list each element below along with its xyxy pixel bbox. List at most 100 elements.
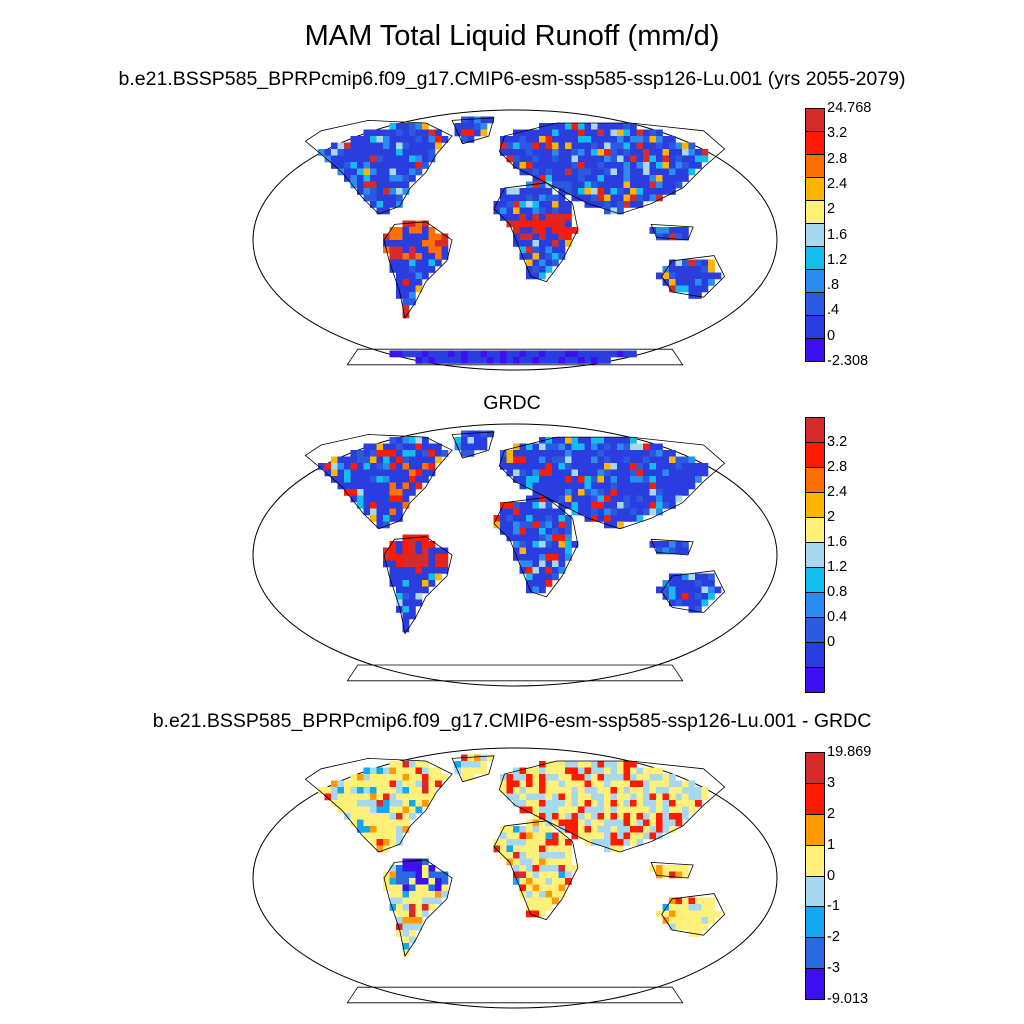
grid-cell [324,793,332,801]
grid-cell [669,482,676,490]
grid-cell [571,761,579,768]
grid-cell [415,240,423,247]
grid-cell [383,181,390,189]
grid-cell [539,515,546,522]
grid-cell [552,259,559,267]
grid-cell [532,508,540,516]
grid-cell [532,502,540,509]
grid-cell [506,780,514,788]
grid-cell [383,463,390,470]
grid-cell [409,476,416,483]
grid-cell [649,162,657,169]
grid-cell [363,155,371,163]
grid-cell [571,826,579,833]
grid-cell [350,136,358,143]
grid-cell [467,437,475,444]
grid-cell [539,469,546,477]
grid-cell [428,774,436,781]
grid-cell [357,188,364,195]
grid-cell [513,149,520,156]
map-diff [252,747,778,1009]
grid-cell [415,123,423,130]
grid-cell [662,774,670,781]
grid-cell [376,476,384,483]
grid-cell [370,188,377,195]
grid-cell [630,201,637,208]
grid-cell [337,155,345,163]
grid-cell [558,240,566,247]
grid-cell [363,774,371,781]
grid-cell [682,541,689,548]
grid-cell [532,253,540,260]
grid-cell [409,350,416,358]
grid-cell [584,168,592,176]
grid-cell [526,904,533,911]
grid-cell [578,787,585,794]
grid-cell [591,136,598,143]
grid-cell [409,774,416,781]
grid-cell [565,476,572,483]
grid-cell [526,214,533,221]
grid-cell [630,175,637,182]
grid-cell [409,580,416,587]
grid-cell [565,207,572,215]
grid-cell [617,162,624,169]
colorbar-label: 0 [827,327,836,344]
grid-cell [526,129,533,137]
grid-cell [623,149,631,156]
grid-cell [376,793,384,801]
grid-cell [604,826,611,833]
grid-cell [422,142,429,150]
grid-cell [649,155,657,163]
grid-cell [552,207,559,215]
grid-cell [597,839,605,846]
grid-cell [383,142,390,150]
grid-cell [396,463,403,470]
grid-cell [558,858,566,866]
grid-cell [519,246,527,254]
grid-cell [604,136,611,143]
grid-cell [389,149,397,156]
grid-cell [493,845,501,853]
grid-cell [396,897,403,905]
grid-cell [539,884,546,892]
grid-cell [402,917,410,924]
grid-cell [422,878,429,885]
grid-cell [415,871,423,879]
grid-cell [656,136,663,143]
grid-cell [402,761,410,768]
grid-cell [682,897,689,905]
grid-cell [532,800,540,807]
grid-cell [623,495,631,503]
grid-cell [513,463,520,470]
grid-cell [396,489,403,496]
grid-cell [591,502,598,509]
grid-cell [396,910,403,918]
grid-cell [617,502,624,509]
grid-cell [539,482,546,490]
grid-cell [669,813,676,820]
grid-cell [402,502,410,509]
colorbar-box [805,108,825,132]
grid-cell [695,793,702,801]
grid-cell [695,897,702,905]
grid-cell [558,541,566,548]
grid-cell [513,845,520,853]
grid-cell [695,285,702,293]
grid-cell [649,787,657,794]
grid-cell [389,767,397,775]
grid-cell [376,149,384,156]
grid-cell [409,761,416,768]
grid-cell [591,767,598,775]
grid-cell [376,450,384,457]
grid-cell [441,136,449,143]
grid-cell [370,767,377,775]
grid-cell [610,201,618,208]
grid-cell [584,482,592,490]
grid-cell [695,476,702,483]
grid-cell [396,871,403,879]
grid-cell [591,123,598,130]
colorbar-box [805,542,825,568]
grid-cell [402,567,410,574]
grid-cell [565,787,572,794]
